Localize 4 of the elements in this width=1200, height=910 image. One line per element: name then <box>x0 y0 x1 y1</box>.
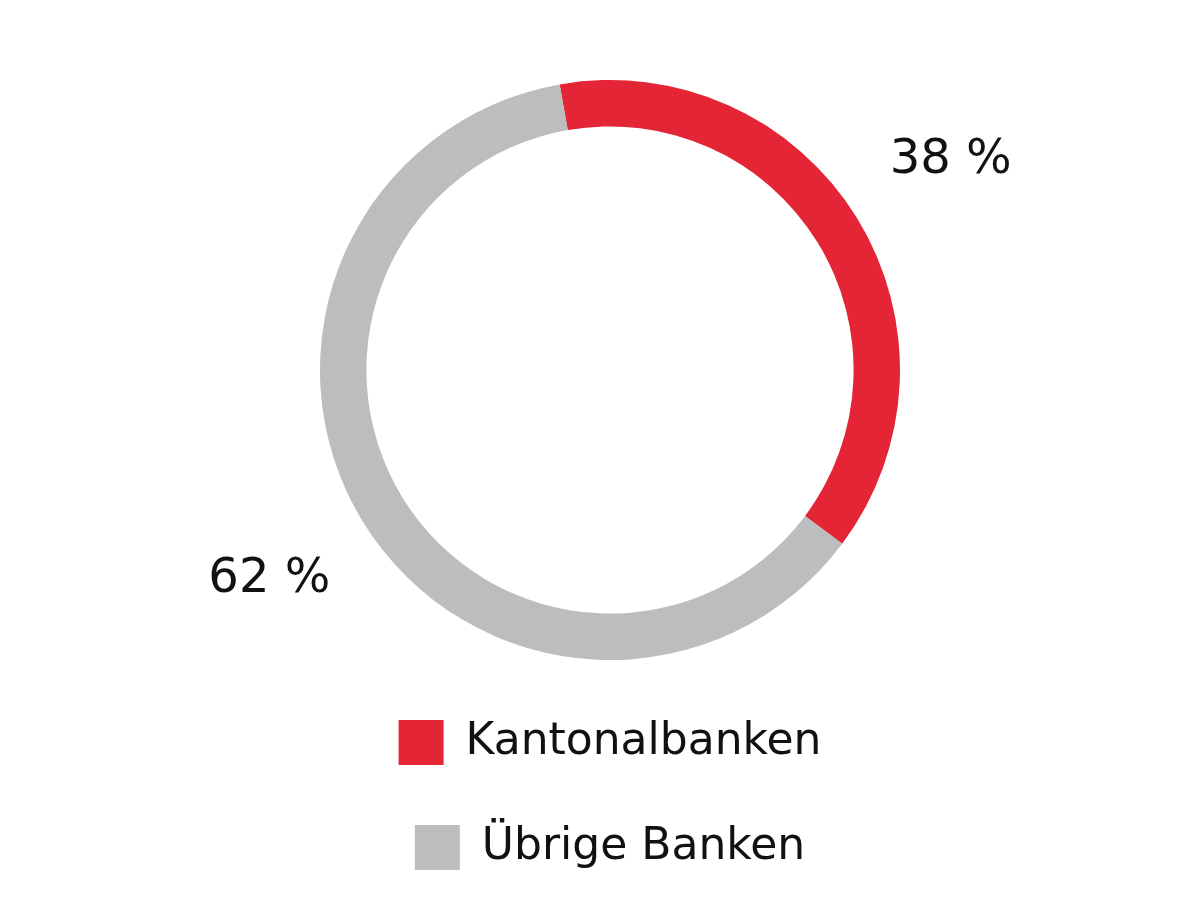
legend-label: Übrige Banken <box>481 817 806 869</box>
data-label: 38 % <box>889 127 1012 184</box>
legend-label: Kantonalbanken <box>465 712 822 764</box>
data-label: 62 % <box>208 547 331 604</box>
